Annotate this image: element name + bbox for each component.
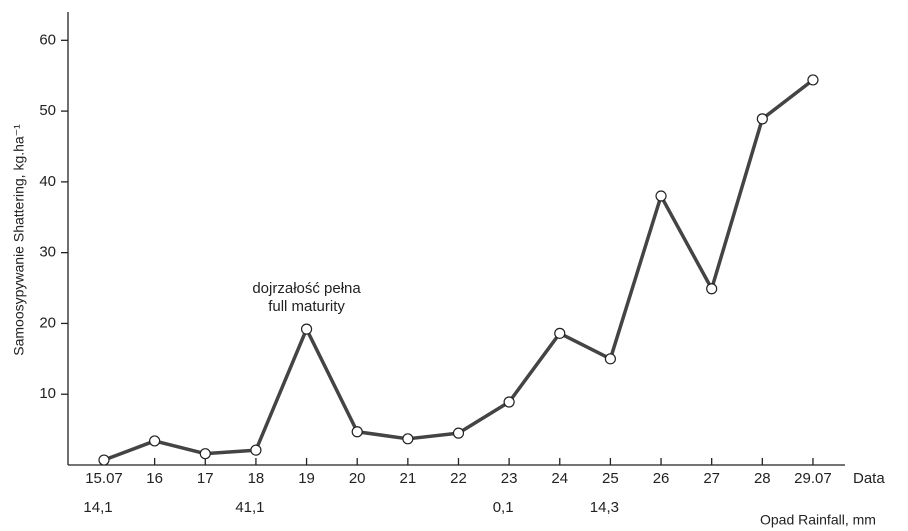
marker — [300, 323, 313, 335]
y-tick-label: 10 — [39, 385, 56, 402]
annotation: dojrzałość pełna — [252, 280, 361, 297]
x-tick-label: 29.07 — [794, 470, 832, 487]
x-tick-label: 17 — [197, 470, 214, 487]
x-tick-label: 16 — [146, 470, 163, 487]
marker — [98, 454, 110, 466]
y-tick-label: 20 — [39, 314, 56, 331]
annotation: full maturity — [268, 298, 345, 315]
x-tick-label: 19 — [298, 470, 315, 487]
x-tick-label: 22 — [450, 470, 467, 487]
x-tick-label: 23 — [501, 470, 518, 487]
marker — [655, 190, 667, 202]
marker — [149, 435, 161, 447]
marker — [756, 113, 768, 125]
rainfall-value: 41,1 — [235, 499, 264, 516]
y-tick-label: 30 — [39, 244, 56, 261]
marker — [452, 427, 465, 439]
rainfall-value: 0,1 — [493, 499, 514, 516]
y-axis-label: Samoosypywanie Shattering, kg.ha⁻¹ — [11, 124, 27, 356]
marker — [351, 426, 363, 438]
line — [103, 78, 815, 462]
y-tick-label: 50 — [39, 102, 56, 119]
x-tick-label: 21 — [399, 470, 416, 487]
x-tick-label: 15.07 — [85, 470, 123, 487]
x-axis-label: Data — [853, 470, 885, 487]
rainfall-value: 14,1 — [83, 499, 112, 516]
y-tick-label: 40 — [39, 173, 56, 190]
x-tick-label: 26 — [653, 470, 670, 487]
marker — [402, 433, 414, 445]
marker — [706, 283, 718, 295]
marker — [250, 444, 262, 456]
x-tick-label: 20 — [349, 470, 366, 487]
marker — [199, 448, 211, 460]
marker — [807, 74, 819, 86]
rainfall-value: 14,3 — [590, 499, 619, 516]
rainfall-label: Opad Rainfall, mm — [760, 512, 876, 528]
marker — [554, 327, 566, 339]
x-tick-label: 18 — [248, 470, 265, 487]
x-tick-label: 24 — [551, 470, 568, 487]
marker — [604, 353, 617, 365]
marker — [503, 396, 515, 408]
x-tick-label: 25 — [602, 470, 619, 487]
x-tick-label: 27 — [703, 470, 720, 487]
x-tick-label: 28 — [754, 470, 771, 487]
y-tick-label: 60 — [39, 31, 56, 48]
